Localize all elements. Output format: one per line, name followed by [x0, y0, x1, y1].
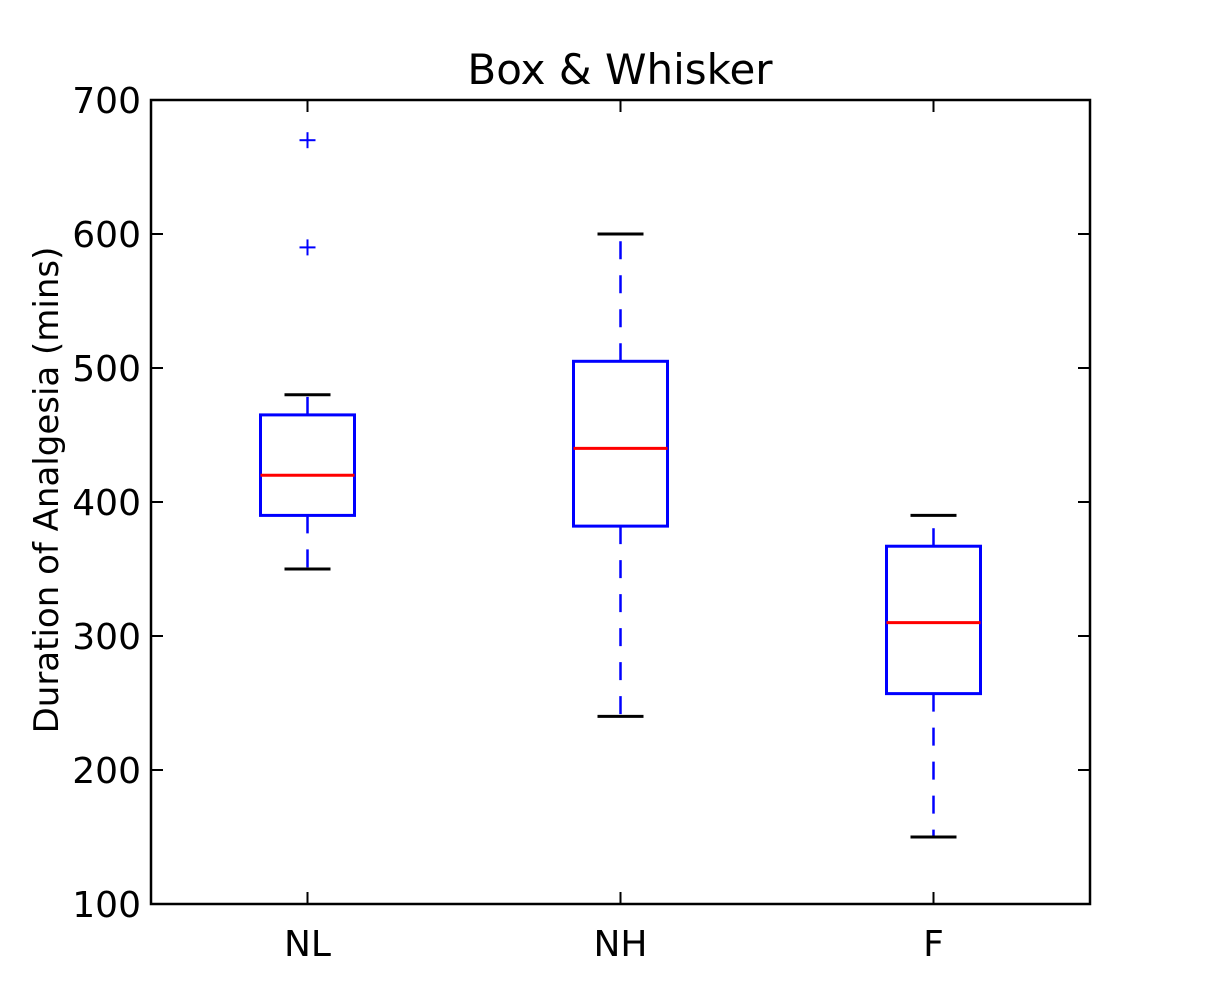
y-tick-label: 600: [72, 215, 141, 256]
y-axis-label: Duration of Analgesia (mins): [27, 247, 67, 734]
chart-title: Box & Whisker: [467, 45, 773, 94]
x-tick-label: F: [923, 924, 944, 965]
x-tick-label: NH: [594, 924, 648, 965]
y-tick-label: 300: [72, 617, 141, 658]
y-tick-label: 400: [72, 483, 141, 524]
plot-frame: [149, 98, 1092, 906]
box-iqr: [885, 544, 982, 696]
y-tick-label: 200: [72, 751, 141, 792]
x-tick-label: NL: [284, 924, 331, 965]
plot-area: 100 200 300 400 500 600 700 NL NH F: [72, 81, 1092, 965]
y-tick-label: 700: [72, 81, 141, 122]
box-iqr: [572, 359, 669, 528]
y-tick-label: 500: [72, 349, 141, 390]
box-iqr: [259, 413, 356, 517]
y-tick-label: 100: [72, 885, 141, 926]
